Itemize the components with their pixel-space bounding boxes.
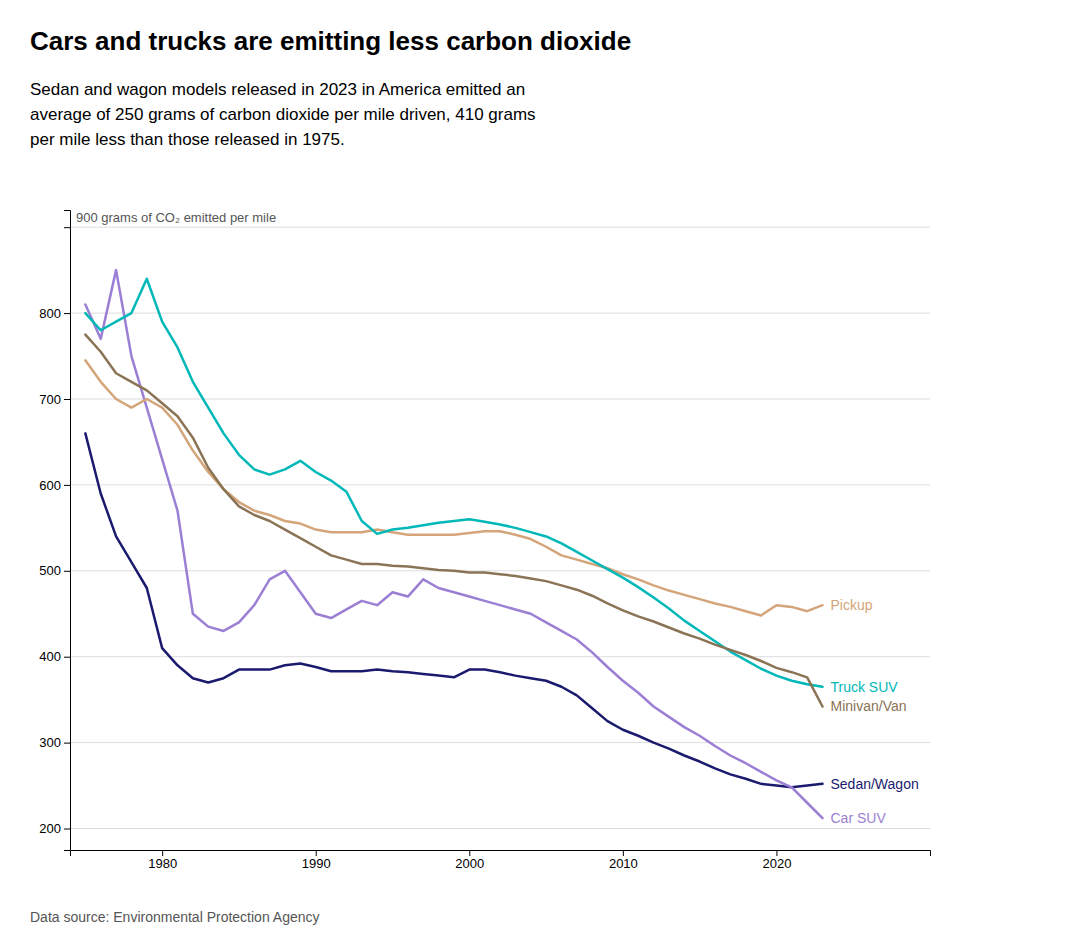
y-tick-label: 700: [39, 392, 61, 407]
lines: [85, 270, 822, 818]
grid: [70, 227, 930, 828]
grid-line: [70, 656, 930, 657]
legend-label: Car SUV: [831, 810, 887, 826]
x-tick-mark: [623, 850, 624, 856]
plot: 1980 1990 2000 2010 2020 200 300 400 500 600 700 80…: [39, 210, 930, 871]
grid-line: [70, 742, 930, 743]
x-tick-mark: [776, 850, 777, 856]
y-tick: 600: [39, 478, 70, 493]
y-tick-label: 900 grams of CO₂ emitted per mile: [76, 210, 276, 225]
x-axis: 1980 1990 2000 2010 2020: [71, 850, 931, 871]
x-tick-label: 2020: [762, 856, 791, 871]
x-tick-label: 1980: [148, 856, 177, 871]
y-tick-label: 600: [39, 478, 61, 493]
y-tick-label: 300: [39, 735, 61, 750]
x-tick-mark: [162, 850, 163, 856]
x-tick: 1980: [148, 850, 177, 871]
legend-label: Minivan/Van: [831, 698, 907, 714]
y-tick-mark: [64, 657, 70, 658]
chart: Cars and trucks are emitting less carbon…: [0, 0, 1080, 940]
grid-line: [70, 484, 930, 485]
x-tick-label: 2000: [455, 856, 484, 871]
y-tick: 500: [39, 563, 70, 578]
x-tick-label: 1990: [302, 856, 331, 871]
x-tick: 2020: [762, 850, 791, 871]
y-tick-mark: [64, 399, 70, 400]
y-tick-label: 800: [39, 306, 61, 321]
y-tick-label: 200: [39, 821, 61, 836]
grid-line: [70, 828, 930, 829]
source: Data source: Environmental Protection Ag…: [30, 909, 320, 925]
x-tick: 2000: [455, 850, 484, 871]
y-axis-line: [64, 211, 71, 851]
y-tick-mark: [64, 227, 70, 228]
grid-line: [70, 570, 930, 571]
y-tick-mark: [64, 829, 70, 830]
series-line: [85, 360, 822, 615]
subtitle: Sedan and wagon models released in 2023 …: [30, 80, 536, 149]
series-line: [85, 433, 822, 787]
subtitle-line: Sedan and wagon models released in 2023 …: [30, 80, 525, 99]
y-tick-mark: [64, 571, 70, 572]
subtitle-line: average of 250 grams of carbon dioxide p…: [30, 105, 536, 124]
y-tick-label: 400: [39, 649, 61, 664]
grid-line: [70, 313, 930, 314]
y-tick: 900 grams of CO₂ emitted per mile: [64, 210, 276, 228]
series-line: [85, 335, 822, 707]
grid-line: [70, 398, 930, 399]
x-tick-mark: [316, 850, 317, 856]
y-tick: 400: [39, 649, 70, 664]
x-tick-label: 2010: [609, 856, 638, 871]
y-tick: 200: [39, 821, 70, 836]
grid-line: [70, 227, 930, 228]
y-tick-mark: [64, 743, 70, 744]
y-tick-label: 500: [39, 563, 61, 578]
series-line: [85, 279, 822, 687]
x-tick: 2010: [609, 850, 638, 871]
legend-label: Sedan/Wagon: [831, 776, 919, 792]
legend: Pickup Truck SUV Minivan/Van Sedan/Wagon Car…: [831, 597, 919, 826]
y-tick-mark: [64, 313, 70, 314]
series-line: [85, 270, 822, 818]
legend-label: Truck SUV: [831, 679, 899, 695]
legend-label: Pickup: [831, 597, 873, 613]
x-tick-mark: [469, 850, 470, 856]
y-tick: 700: [39, 392, 70, 407]
x-tick: 1990: [302, 850, 331, 871]
y-tick: 800: [39, 306, 70, 321]
x-axis-line: [71, 851, 931, 857]
subtitle-line: per mile less than those released in 197…: [30, 130, 345, 149]
y-tick: 300: [39, 735, 70, 750]
y-tick-mark: [64, 485, 70, 486]
title: Cars and trucks are emitting less carbon…: [30, 26, 631, 56]
